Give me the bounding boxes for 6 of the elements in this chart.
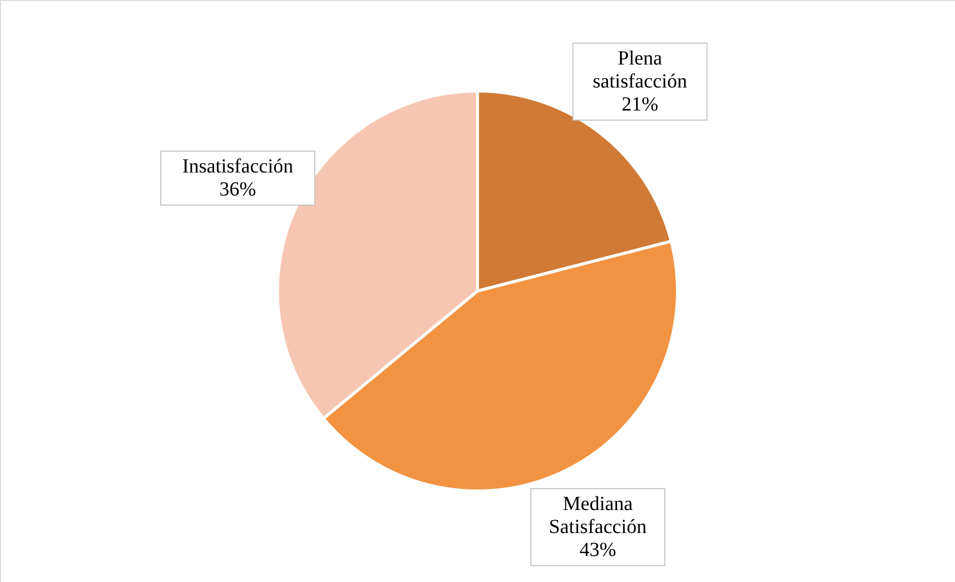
data-label: 36% [219,178,256,201]
slice-label: Plena satisfacción [592,48,688,93]
data-label: 21% [622,94,658,116]
data-label: 43% [579,539,616,562]
slice-label: Mediana Satisfacción [548,493,647,538]
slice-label: Insatisfacción [182,156,294,178]
